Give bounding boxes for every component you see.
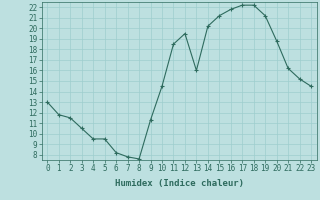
X-axis label: Humidex (Indice chaleur): Humidex (Indice chaleur) <box>115 179 244 188</box>
